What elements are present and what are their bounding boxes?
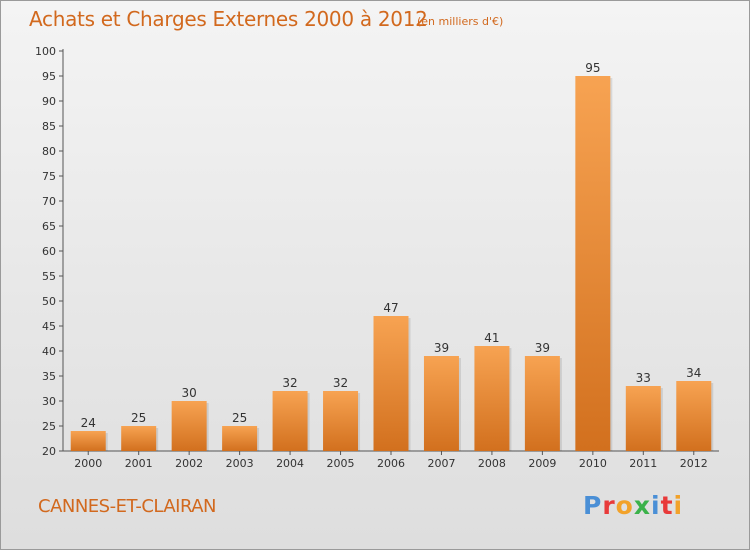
y-tick-label: 30 <box>42 395 56 408</box>
logo-letter: o <box>615 491 634 520</box>
bar <box>575 76 611 451</box>
bar <box>373 316 409 451</box>
bar <box>625 386 661 451</box>
x-tick-label: 2011 <box>629 457 657 470</box>
y-tick-label: 20 <box>42 445 56 458</box>
x-tick-label: 2006 <box>377 457 405 470</box>
y-tick-label: 45 <box>42 320 56 333</box>
bar <box>676 381 712 451</box>
bar-value-label: 34 <box>686 366 701 380</box>
bar <box>171 401 207 451</box>
bar-value-label: 32 <box>282 376 297 390</box>
bar-value-label: 95 <box>585 61 600 75</box>
bar-value-label: 24 <box>81 416 96 430</box>
chart-unit: (en milliers d'€) <box>417 15 504 28</box>
x-tick-label: 2007 <box>427 457 455 470</box>
y-tick-label: 60 <box>42 245 56 258</box>
y-tick-label: 100 <box>35 45 56 58</box>
x-tick-label: 2004 <box>276 457 304 470</box>
x-tick-label: 2001 <box>125 457 153 470</box>
y-tick-label: 35 <box>42 370 56 383</box>
y-tick-label: 50 <box>42 295 56 308</box>
y-tick-label: 90 <box>42 95 56 108</box>
bar-value-label: 32 <box>333 376 348 390</box>
x-tick-label: 2009 <box>528 457 556 470</box>
y-tick-label: 25 <box>42 420 56 433</box>
bar <box>272 391 308 451</box>
bar <box>423 356 459 451</box>
chart-title: Achats et Charges Externes 2000 à 2012 <box>29 7 428 31</box>
bar-value-label: 25 <box>131 411 146 425</box>
bar-value-label: 47 <box>383 301 398 315</box>
bar <box>222 426 258 451</box>
place-name: CANNES-ET-CLAIRAN <box>38 496 217 517</box>
logo-letter: x <box>633 491 651 520</box>
x-tick-label: 2010 <box>579 457 607 470</box>
logo-letter: i <box>673 491 684 520</box>
logo-letter: t <box>660 491 674 520</box>
logo-letter: P <box>583 491 603 520</box>
bar-value-label: 39 <box>535 341 550 355</box>
y-tick-label: 95 <box>42 70 56 83</box>
y-tick-label: 55 <box>42 270 56 283</box>
logo-letter: r <box>602 491 616 520</box>
x-tick-label: 2003 <box>226 457 254 470</box>
proxiti-logo: Proxiti <box>583 491 683 520</box>
y-tick-label: 70 <box>42 195 56 208</box>
bar <box>524 356 560 451</box>
x-tick-label: 2000 <box>74 457 102 470</box>
y-tick-label: 40 <box>42 345 56 358</box>
y-tick-label: 65 <box>42 220 56 233</box>
y-tick-label: 85 <box>42 120 56 133</box>
bar-value-label: 33 <box>636 371 651 385</box>
y-tick-label: 75 <box>42 170 56 183</box>
bar <box>121 426 157 451</box>
x-tick-label: 2012 <box>680 457 708 470</box>
y-tick-label: 80 <box>42 145 56 158</box>
bar-value-label: 39 <box>434 341 449 355</box>
x-tick-label: 2005 <box>327 457 355 470</box>
bar <box>474 346 510 451</box>
x-tick-label: 2008 <box>478 457 506 470</box>
x-tick-label: 2002 <box>175 457 203 470</box>
logo-letter: i <box>651 491 661 520</box>
bar-value-label: 41 <box>484 331 499 345</box>
bar-value-label: 30 <box>182 386 197 400</box>
bar <box>70 431 106 451</box>
bar-value-label: 25 <box>232 411 247 425</box>
bar <box>323 391 359 451</box>
